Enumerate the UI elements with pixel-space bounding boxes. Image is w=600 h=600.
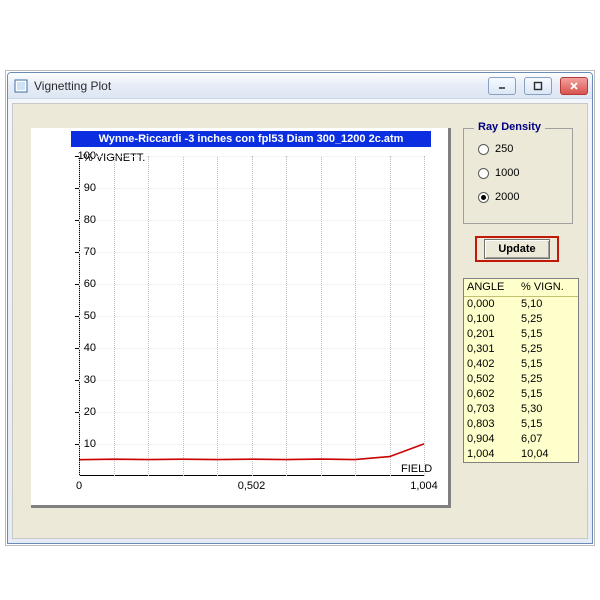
table-col-vign: % VIGN. (521, 280, 575, 295)
chart-ytick (75, 284, 79, 285)
table-cell-angle: 0,703 (467, 402, 521, 417)
radio-icon (478, 144, 489, 155)
chart-ytick-label: 40 (66, 342, 96, 354)
chart-plot-area (79, 156, 424, 476)
window-titlebar[interactable]: Vignetting Plot (8, 73, 592, 99)
table-cell-angle: 0,502 (467, 372, 521, 387)
update-button[interactable]: Update (484, 239, 550, 259)
vignetting-plot-window: Vignetting Plot Wynne-Riccardi -3 inches… (7, 72, 593, 544)
chart-ytick (75, 188, 79, 189)
table-col-angle: ANGLE (467, 280, 521, 295)
chart-ytick (75, 156, 79, 157)
table-cell-vign: 5,15 (521, 327, 575, 342)
chart-ytick-label: 90 (66, 182, 96, 194)
table-cell-vign: 5,15 (521, 387, 575, 402)
table-cell-angle: 0,100 (467, 312, 521, 327)
radio-label: 1000 (495, 167, 519, 179)
chart-series-line (79, 156, 424, 476)
table-row: 0,3015,25 (464, 342, 578, 357)
chart-ytick (75, 220, 79, 221)
table-cell-vign: 6,07 (521, 432, 575, 447)
chart-ytick (75, 348, 79, 349)
chart-ytick-label: 50 (66, 310, 96, 322)
radio-label: 250 (495, 143, 513, 155)
table-cell-vign: 5,25 (521, 372, 575, 387)
chart-title: Wynne-Riccardi -3 inches con fpl53 Diam … (71, 131, 431, 147)
radio-icon (478, 168, 489, 179)
ray-density-option-2000[interactable]: 2000 (478, 191, 519, 203)
ray-density-group: Ray Density 25010002000 (463, 128, 573, 224)
table-cell-angle: 0,000 (467, 297, 521, 312)
table-cell-angle: 0,904 (467, 432, 521, 447)
chart-ytick-label: 10 (66, 438, 96, 450)
chart-gridline-v (424, 156, 425, 476)
table-cell-vign: 5,25 (521, 312, 575, 327)
ray-density-option-250[interactable]: 250 (478, 143, 513, 155)
window-minimize-button[interactable] (488, 77, 516, 95)
ray-density-legend: Ray Density (474, 121, 545, 133)
table-row: 0,8035,15 (464, 417, 578, 432)
table-header-row: ANGLE % VIGN. (464, 279, 578, 297)
chart-xtick-label: 0,502 (238, 480, 266, 492)
chart-ytick (75, 252, 79, 253)
chart-ytick (75, 444, 79, 445)
chart-xtick-label: 1,004 (410, 480, 438, 492)
app-icon (14, 79, 28, 93)
ray-density-option-1000[interactable]: 1000 (478, 167, 519, 179)
table-cell-angle: 0,301 (467, 342, 521, 357)
table-row: 1,00410,04 (464, 447, 578, 462)
table-row: 0,6025,15 (464, 387, 578, 402)
table-cell-vign: 5,25 (521, 342, 575, 357)
window-title: Vignetting Plot (34, 79, 480, 93)
chart-ytick-label: 100 (66, 150, 96, 162)
table-cell-angle: 0,402 (467, 357, 521, 372)
table-row: 0,2015,15 (464, 327, 578, 342)
table-cell-angle: 0,602 (467, 387, 521, 402)
client-area: Wynne-Riccardi -3 inches con fpl53 Diam … (12, 103, 588, 539)
table-row: 0,0005,10 (464, 297, 578, 312)
table-cell-angle: 0,803 (467, 417, 521, 432)
radio-label: 2000 (495, 191, 519, 203)
table-cell-vign: 5,15 (521, 357, 575, 372)
update-button-highlight: Update (475, 236, 559, 262)
vignetting-chart-panel: Wynne-Riccardi -3 inches con fpl53 Diam … (31, 128, 451, 508)
table-row: 0,7035,30 (464, 402, 578, 417)
chart-ytick-label: 20 (66, 406, 96, 418)
radio-icon (478, 192, 489, 203)
table-cell-angle: 1,004 (467, 447, 521, 462)
table-cell-vign: 5,30 (521, 402, 575, 417)
table-cell-vign: 10,04 (521, 447, 575, 462)
table-row: 0,1005,25 (464, 312, 578, 327)
window-maximize-button[interactable] (524, 77, 552, 95)
window-close-button[interactable] (560, 77, 588, 95)
table-cell-vign: 5,15 (521, 417, 575, 432)
table-row: 0,4025,15 (464, 357, 578, 372)
table-cell-vign: 5,10 (521, 297, 575, 312)
chart-xtick-label: 0 (76, 480, 82, 492)
chart-ytick (75, 316, 79, 317)
chart-ytick-label: 30 (66, 374, 96, 386)
table-row: 0,9046,07 (464, 432, 578, 447)
table-cell-angle: 0,201 (467, 327, 521, 342)
table-row: 0,5025,25 (464, 372, 578, 387)
vignetting-data-table: ANGLE % VIGN. 0,0005,100,1005,250,2015,1… (463, 278, 579, 463)
chart-ytick (75, 380, 79, 381)
chart-ytick-label: 80 (66, 214, 96, 226)
chart-ytick-label: 60 (66, 278, 96, 290)
chart-ytick-label: 70 (66, 246, 96, 258)
chart-ytick (75, 412, 79, 413)
